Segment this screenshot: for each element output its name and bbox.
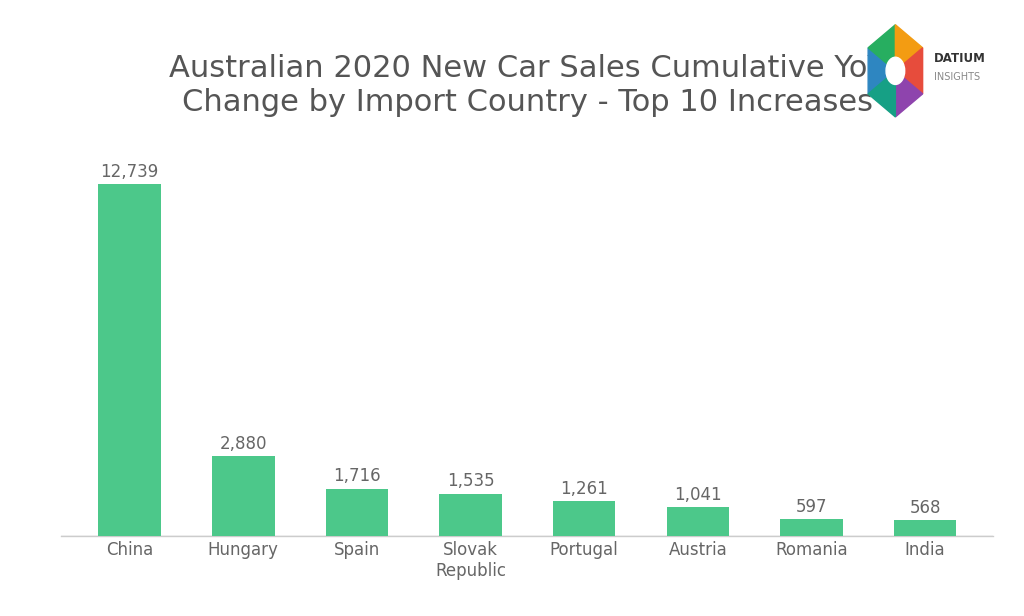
Polygon shape xyxy=(868,48,895,94)
Bar xyxy=(894,521,956,536)
Text: 12,739: 12,739 xyxy=(100,163,159,180)
Text: DATIUM: DATIUM xyxy=(934,52,986,65)
Bar xyxy=(212,456,274,536)
Text: 1,716: 1,716 xyxy=(333,467,381,485)
Title: Australian 2020 New Car Sales Cumulative YoY
Change by Import Country - Top 10 I: Australian 2020 New Car Sales Cumulative… xyxy=(169,54,886,116)
Polygon shape xyxy=(895,71,923,117)
Circle shape xyxy=(886,57,905,84)
Text: 597: 597 xyxy=(796,498,827,516)
Text: 2,880: 2,880 xyxy=(219,435,267,453)
Polygon shape xyxy=(895,48,923,94)
Bar xyxy=(667,507,729,536)
Polygon shape xyxy=(888,62,901,79)
Polygon shape xyxy=(868,71,895,117)
Bar xyxy=(98,184,161,536)
Bar xyxy=(780,519,843,536)
Polygon shape xyxy=(868,25,895,71)
Bar xyxy=(326,488,388,536)
Text: INSIGHTS: INSIGHTS xyxy=(934,72,980,82)
Bar xyxy=(439,493,502,536)
Bar xyxy=(553,501,615,536)
Text: 1,535: 1,535 xyxy=(446,472,495,490)
Text: 1,041: 1,041 xyxy=(674,485,722,504)
Text: 568: 568 xyxy=(909,498,941,517)
Polygon shape xyxy=(895,25,923,71)
Text: 1,261: 1,261 xyxy=(560,479,608,498)
